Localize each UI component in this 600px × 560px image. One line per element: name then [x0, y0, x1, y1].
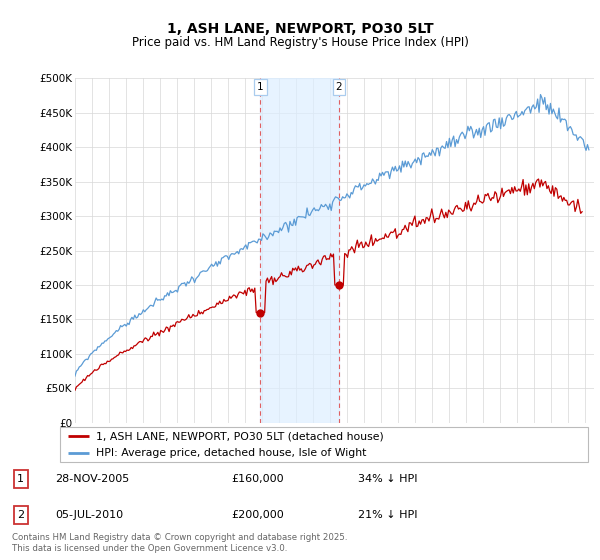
Text: HPI: Average price, detached house, Isle of Wight: HPI: Average price, detached house, Isle…: [96, 448, 366, 458]
Text: £160,000: £160,000: [231, 474, 284, 484]
Text: 1, ASH LANE, NEWPORT, PO30 5LT: 1, ASH LANE, NEWPORT, PO30 5LT: [167, 22, 433, 36]
Text: 1: 1: [257, 82, 264, 92]
Text: 34% ↓ HPI: 34% ↓ HPI: [358, 474, 417, 484]
Text: 2: 2: [335, 82, 342, 92]
Bar: [260, 78, 339, 423]
FancyBboxPatch shape: [60, 427, 588, 462]
Text: 28-NOV-2005: 28-NOV-2005: [55, 474, 130, 484]
Text: Price paid vs. HM Land Registry's House Price Index (HPI): Price paid vs. HM Land Registry's House …: [131, 36, 469, 49]
Text: 05-JUL-2010: 05-JUL-2010: [55, 510, 124, 520]
Text: 1: 1: [17, 474, 24, 484]
Text: 21% ↓ HPI: 21% ↓ HPI: [358, 510, 417, 520]
Text: 1, ASH LANE, NEWPORT, PO30 5LT (detached house): 1, ASH LANE, NEWPORT, PO30 5LT (detached…: [96, 431, 383, 441]
Text: Contains HM Land Registry data © Crown copyright and database right 2025.
This d: Contains HM Land Registry data © Crown c…: [12, 533, 347, 553]
Text: £200,000: £200,000: [231, 510, 284, 520]
Text: 2: 2: [17, 510, 24, 520]
